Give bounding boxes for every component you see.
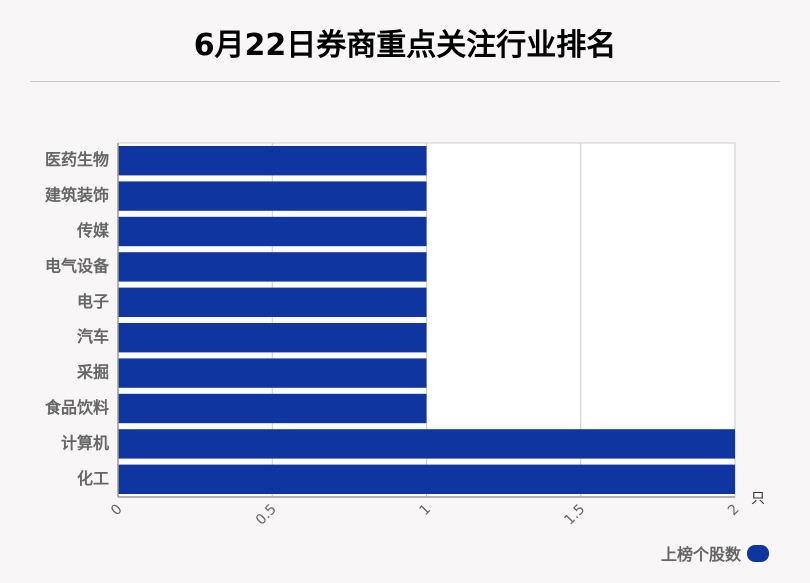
y-category-label: 化工 [77,469,109,488]
y-category-label: 建筑装饰 [45,186,109,205]
bar [118,358,427,388]
bar [118,323,427,353]
bar [118,146,427,176]
y-category-label: 汽车 [77,327,109,346]
bar [118,287,427,317]
legend[interactable]: 上榜个股数 [661,541,769,565]
bar [118,181,427,211]
legend-swatch [747,544,769,562]
y-category-label: 电子 [77,292,109,311]
title-divider [30,81,780,82]
x-tick-label: 0 [108,501,126,519]
x-tick-label: 1.5 [561,501,588,528]
y-category-label: 传媒 [76,221,110,240]
bar [118,252,427,282]
y-category-label: 电气设备 [45,256,110,275]
legend-label: 上榜个股数 [660,545,741,564]
x-tick-label: 0.5 [253,501,280,528]
x-tick-label: 2 [725,501,743,519]
bar [118,429,735,459]
y-category-label: 医药生物 [45,150,109,169]
bar [118,464,735,494]
chart-title: 6月22日券商重点关注行业排名 [193,28,617,63]
y-category-label: 计算机 [61,433,109,452]
x-axis-unit-label: 只 [751,491,765,507]
bar [118,216,427,247]
y-category-label: 食品饮料 [44,398,109,417]
y-category-label: 采掘 [76,363,109,382]
bar [118,393,427,424]
x-tick-label: 1 [417,501,435,519]
